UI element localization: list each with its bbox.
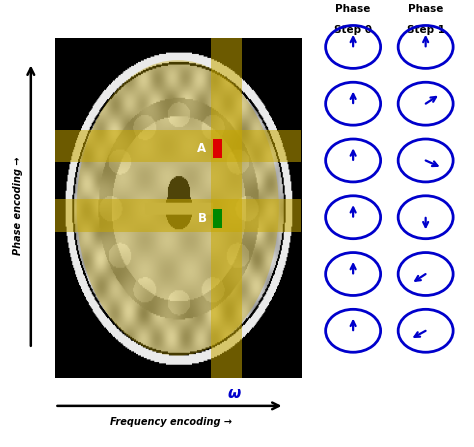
Text: B: B (197, 212, 206, 225)
Text: Phase encoding →: Phase encoding → (13, 156, 23, 255)
Text: Step 1: Step 1 (407, 25, 445, 34)
Text: A: A (197, 142, 206, 155)
Text: ω: ω (228, 386, 241, 401)
Bar (55, 38, 301, 378)
Bar (55, 199, 301, 232)
Text: Phase: Phase (408, 4, 443, 14)
Bar (212, 139, 222, 158)
Ellipse shape (77, 60, 279, 356)
Bar (211, 38, 242, 378)
Text: Step 0: Step 0 (334, 25, 372, 34)
Bar (55, 130, 301, 162)
Text: Frequency encoding →: Frequency encoding → (109, 417, 232, 427)
Bar (212, 209, 222, 228)
Text: Phase: Phase (336, 4, 371, 14)
